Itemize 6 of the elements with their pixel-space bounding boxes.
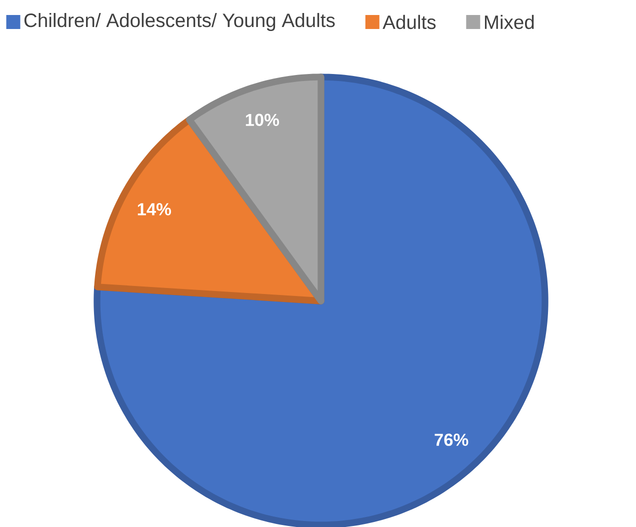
data-label: 10% bbox=[246, 114, 280, 126]
data-label: 76% bbox=[434, 434, 468, 446]
data-label: 14% bbox=[138, 203, 172, 216]
legend-label: Children/ Adolescents/ Young Adults bbox=[24, 12, 335, 31]
legend-label: Adults bbox=[382, 14, 436, 30]
legend-label: Mixed bbox=[484, 14, 534, 30]
